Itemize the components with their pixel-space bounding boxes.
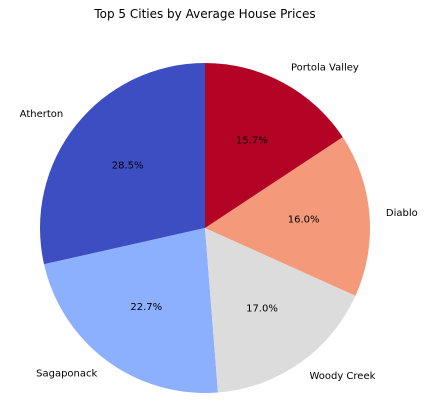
slice-sagaponack [44,228,218,393]
category-label-atherton: Atherton [20,109,64,120]
pie-labels: 28.5% Atherton 22.7% Sagaponack 17.0% Woody C… [20,63,418,382]
category-label-portola-valley: Portola Valley [291,63,359,74]
slice-portola-valley [205,62,343,228]
percent-label-atherton: 28.5% [112,161,144,172]
category-label-diablo: Diablo [386,208,418,219]
pie-slices [40,62,371,393]
category-label-sagaponack: Sagaponack [36,369,97,380]
slice-atherton [40,63,206,265]
percent-label-woody-creek: 17.0% [246,303,278,314]
slice-woody-creek [205,228,356,393]
slice-diablo [205,137,371,296]
percent-label-portola-valley: 15.7% [236,135,268,146]
category-label-woody-creek: Woody Creek [309,371,375,382]
chart-title: Top 5 Cities by Average House Prices [93,7,315,21]
percent-label-sagaponack: 22.7% [130,302,162,313]
percent-label-diablo: 16.0% [288,215,320,226]
